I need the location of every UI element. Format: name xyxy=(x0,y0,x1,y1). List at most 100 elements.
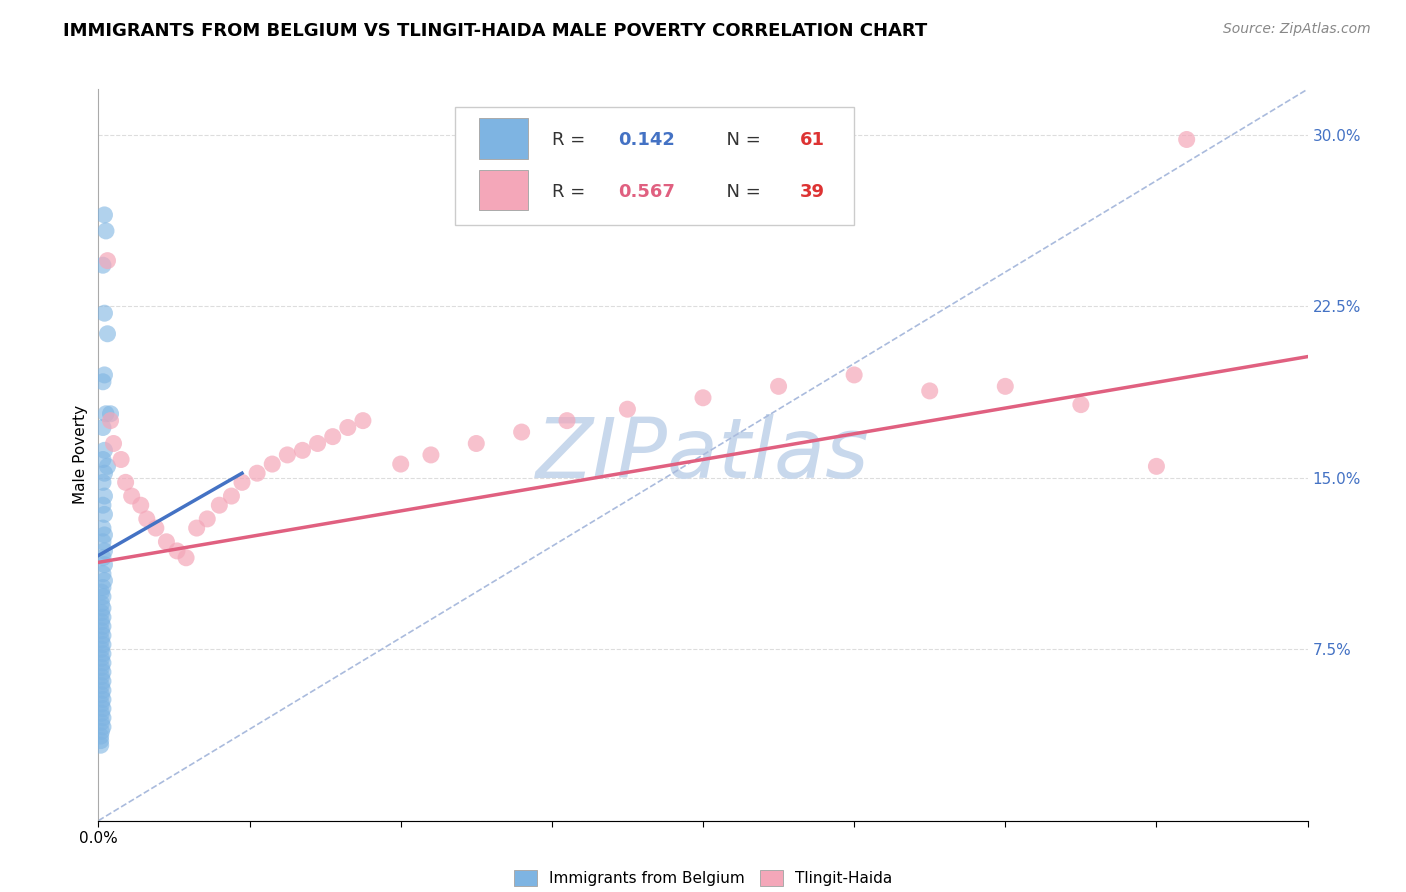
Point xyxy=(276,448,298,462)
Point xyxy=(103,436,125,450)
Point xyxy=(91,628,114,642)
Point xyxy=(93,574,115,588)
Point xyxy=(352,414,374,428)
Point xyxy=(90,642,112,657)
Point xyxy=(1144,459,1167,474)
Point xyxy=(90,585,112,599)
Point xyxy=(114,475,136,490)
Point xyxy=(90,706,112,721)
Point xyxy=(90,670,112,684)
Point xyxy=(96,326,118,341)
Point xyxy=(91,258,114,272)
Point xyxy=(91,610,114,624)
Point xyxy=(91,452,114,467)
Point xyxy=(135,512,157,526)
Point xyxy=(100,407,122,421)
Point xyxy=(91,375,114,389)
Point xyxy=(93,558,115,572)
Point xyxy=(96,459,118,474)
Point xyxy=(91,581,114,595)
Point xyxy=(994,379,1017,393)
Point xyxy=(90,733,112,747)
Point xyxy=(221,489,243,503)
Point xyxy=(90,724,112,739)
Point xyxy=(110,452,132,467)
Point xyxy=(555,414,578,428)
Text: ZIPatlas: ZIPatlas xyxy=(536,415,870,495)
Text: R =: R = xyxy=(551,131,591,149)
Point xyxy=(336,420,359,434)
Text: R =: R = xyxy=(551,183,591,201)
Point xyxy=(90,624,112,638)
Point xyxy=(1175,132,1198,146)
Point xyxy=(91,619,114,633)
Point xyxy=(291,443,314,458)
Point xyxy=(844,368,866,382)
Point xyxy=(91,475,114,490)
Point xyxy=(768,379,790,393)
Text: N =: N = xyxy=(716,183,766,201)
Point xyxy=(91,420,114,434)
Point xyxy=(91,656,114,670)
Point xyxy=(155,534,177,549)
Point xyxy=(100,414,122,428)
Bar xyxy=(479,169,527,210)
Point xyxy=(90,633,112,648)
Point xyxy=(90,688,112,702)
Text: 61: 61 xyxy=(800,131,825,149)
Point xyxy=(90,606,112,620)
Point xyxy=(389,457,412,471)
Point xyxy=(91,665,114,679)
Point xyxy=(93,467,115,481)
Point xyxy=(93,443,115,458)
Point xyxy=(91,720,114,734)
Legend: Immigrants from Belgium, Tlingit-Haida: Immigrants from Belgium, Tlingit-Haida xyxy=(513,871,893,886)
Point xyxy=(90,697,112,711)
Point xyxy=(208,498,231,512)
Point xyxy=(195,512,218,526)
Point xyxy=(1070,398,1092,412)
Point xyxy=(174,550,197,565)
Point xyxy=(93,208,115,222)
Point xyxy=(90,597,112,611)
Bar xyxy=(479,119,527,159)
Point xyxy=(91,701,114,715)
Point xyxy=(465,436,488,450)
Point xyxy=(246,467,269,481)
Text: IMMIGRANTS FROM BELGIUM VS TLINGIT-HAIDA MALE POVERTY CORRELATION CHART: IMMIGRANTS FROM BELGIUM VS TLINGIT-HAIDA… xyxy=(63,22,928,40)
Point xyxy=(96,253,118,268)
Point xyxy=(692,391,714,405)
Point xyxy=(186,521,208,535)
FancyBboxPatch shape xyxy=(456,108,855,225)
Point xyxy=(93,306,115,320)
Text: Source: ZipAtlas.com: Source: ZipAtlas.com xyxy=(1223,22,1371,37)
Point xyxy=(90,651,112,665)
Point xyxy=(91,638,114,652)
Point xyxy=(94,224,117,238)
Point xyxy=(616,402,638,417)
Point xyxy=(262,457,284,471)
Point xyxy=(93,528,115,542)
Point xyxy=(129,498,152,512)
Point xyxy=(90,738,112,752)
Point xyxy=(91,683,114,698)
Point xyxy=(93,544,115,558)
Point xyxy=(420,448,443,462)
Point xyxy=(145,521,167,535)
Point xyxy=(510,425,533,439)
Point xyxy=(91,601,114,615)
Text: 0.567: 0.567 xyxy=(619,183,675,201)
Point xyxy=(307,436,329,450)
Point xyxy=(93,508,115,522)
Point xyxy=(90,715,112,730)
Point xyxy=(93,368,115,382)
Point xyxy=(231,475,253,490)
Point xyxy=(90,679,112,693)
Text: 0.142: 0.142 xyxy=(619,131,675,149)
Point xyxy=(90,615,112,629)
Point xyxy=(90,660,112,674)
Point xyxy=(166,544,188,558)
Point xyxy=(91,550,114,565)
Point xyxy=(918,384,941,398)
Point xyxy=(91,566,114,581)
